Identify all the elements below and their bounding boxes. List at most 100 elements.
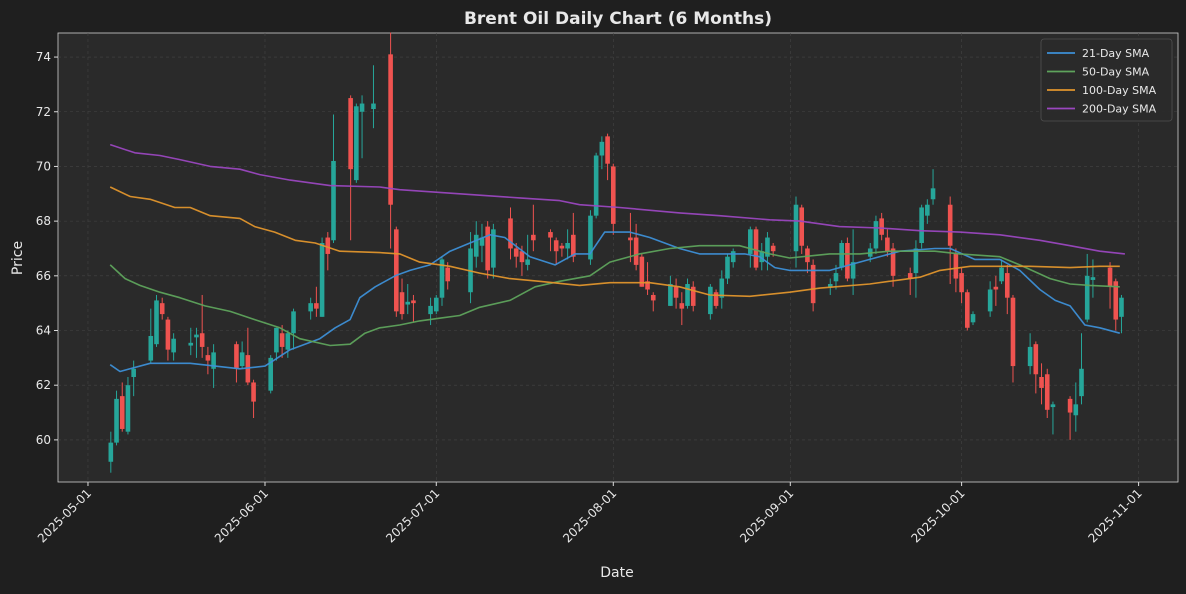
candle [108, 431, 114, 473]
candle-body [1050, 404, 1056, 408]
candle-body [873, 221, 879, 249]
candle [285, 330, 291, 358]
candle-body [719, 278, 725, 298]
sma-line-21-day [109, 231, 1121, 373]
candle [1050, 401, 1056, 435]
candle-body [154, 300, 159, 345]
candle-body [725, 256, 730, 279]
candle-body [770, 245, 776, 252]
candle-body [947, 204, 953, 246]
sma-line-200-day [109, 143, 1125, 255]
candle [485, 221, 490, 279]
candle [1044, 368, 1050, 419]
candle [1079, 333, 1084, 405]
candle-body [1084, 275, 1090, 320]
sma-lines [109, 143, 1125, 373]
candle-body [970, 314, 976, 323]
candle-body [1073, 404, 1079, 416]
candle-body [965, 292, 970, 328]
candle [479, 223, 485, 263]
x-axis-label: Date [600, 565, 633, 581]
candle-body [879, 218, 884, 235]
candle-body [1039, 376, 1044, 388]
candle-body [759, 251, 765, 263]
candle-body [827, 284, 833, 287]
candle-body [730, 251, 736, 263]
candle-body [610, 166, 616, 224]
candle [308, 297, 313, 320]
candle-body [685, 284, 690, 306]
candle-body [439, 259, 445, 298]
candle-body [833, 273, 839, 282]
candle [394, 226, 399, 317]
candle-body [108, 442, 114, 462]
candle-body [359, 103, 365, 112]
candle [805, 245, 810, 274]
candle [279, 325, 285, 358]
candle [845, 237, 850, 282]
candle-body [925, 204, 930, 216]
candle [1073, 382, 1079, 432]
candle [239, 341, 245, 369]
legend-label: 21-Day SMA [1082, 47, 1150, 60]
candle [953, 248, 959, 293]
candle [188, 327, 194, 356]
candle [388, 32, 393, 249]
candle-body [199, 333, 205, 347]
candles [108, 32, 1124, 473]
candle-body [473, 234, 479, 257]
legend-box [1040, 38, 1173, 122]
candle [730, 248, 736, 268]
candle [125, 376, 131, 435]
candle-body [999, 267, 1004, 282]
candle-body [987, 289, 993, 312]
candle [725, 253, 730, 285]
candle [194, 327, 199, 358]
candle [919, 204, 924, 249]
candle-body [348, 98, 353, 170]
candle-body [650, 294, 656, 301]
y-tick-label: 62 [36, 378, 51, 392]
candle [1039, 363, 1044, 405]
candle-body [485, 226, 490, 271]
candle [850, 229, 856, 295]
plot-area [57, 32, 1179, 483]
candle [628, 212, 633, 263]
candle [890, 243, 896, 287]
legend-label: 200-Day SMA [1082, 103, 1157, 116]
candle-body [285, 333, 291, 350]
y-axis-label: Price [10, 241, 26, 275]
candle-body [274, 327, 279, 353]
candle-body [548, 232, 553, 238]
candle-body [810, 264, 816, 304]
legend-label: 100-Day SMA [1082, 84, 1157, 97]
candle [668, 275, 673, 306]
candle-body [588, 215, 593, 260]
candle [1084, 253, 1090, 323]
candle [633, 223, 639, 271]
candle-body [211, 352, 216, 369]
candle-body [1033, 344, 1039, 375]
candle-body [405, 301, 411, 305]
candle [473, 221, 479, 268]
candle-body [673, 286, 679, 298]
candle-body [131, 368, 136, 377]
candle-body [1079, 368, 1084, 397]
legend-label: 50-Day SMA [1082, 66, 1150, 79]
candle [399, 278, 405, 320]
candle-body [519, 251, 525, 263]
candle-body [314, 303, 319, 309]
candle [713, 289, 719, 309]
candle-body [708, 286, 713, 315]
candle [1027, 333, 1033, 375]
candle [650, 292, 656, 312]
candle-body [445, 267, 451, 282]
candle [251, 379, 256, 419]
candle [873, 215, 879, 254]
candle [645, 262, 650, 295]
candle [719, 270, 725, 309]
candle-body [679, 303, 685, 309]
candle [639, 253, 645, 287]
candle-body [565, 243, 570, 249]
candle [405, 284, 411, 315]
